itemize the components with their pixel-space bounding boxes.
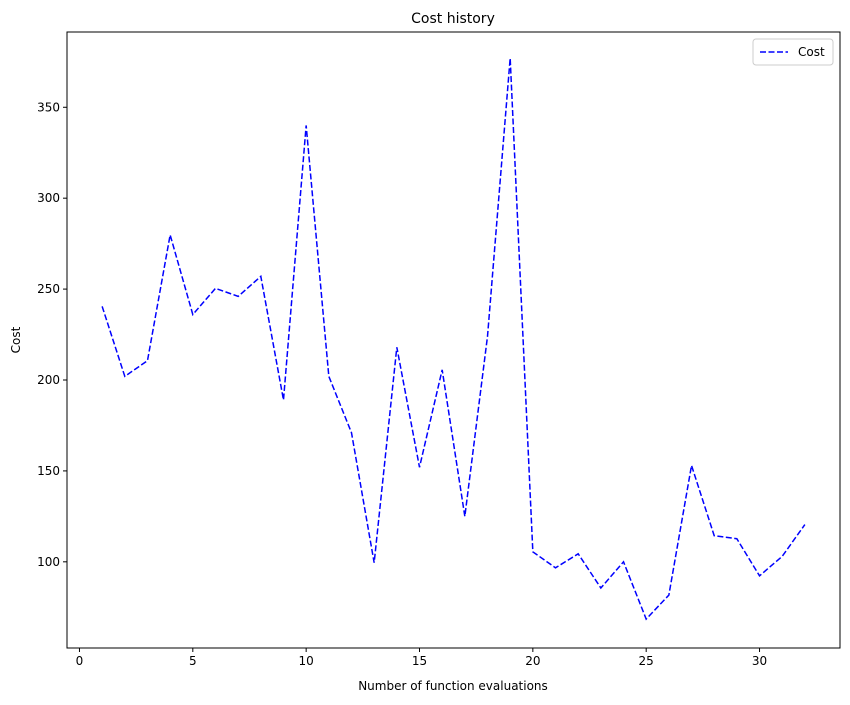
- x-tick-label: 10: [299, 654, 314, 668]
- x-tick-label: 15: [412, 654, 427, 668]
- y-tick-label: 200: [37, 373, 60, 387]
- x-tick-label: 0: [76, 654, 84, 668]
- chart-title: Cost history: [411, 11, 495, 27]
- x-tick-label: 25: [639, 654, 654, 668]
- legend: Cost: [752, 38, 834, 66]
- y-tick-label: 350: [37, 100, 60, 114]
- x-tick-label: 20: [525, 654, 540, 668]
- y-tick-label: 100: [37, 555, 60, 569]
- x-tick-label: 5: [189, 654, 197, 668]
- plot-frame: [66, 31, 841, 649]
- x-tick-label: 30: [752, 654, 767, 668]
- y-tick-label: 150: [37, 464, 60, 478]
- legend-box: [752, 38, 834, 66]
- x-axis-label: Number of function evaluations: [358, 679, 548, 693]
- legend-label: Cost: [798, 45, 825, 59]
- y-axis-label: Cost: [9, 326, 23, 353]
- y-tick-label: 300: [37, 191, 60, 205]
- y-tick-label: 250: [37, 282, 60, 296]
- data-line: [101, 58, 806, 621]
